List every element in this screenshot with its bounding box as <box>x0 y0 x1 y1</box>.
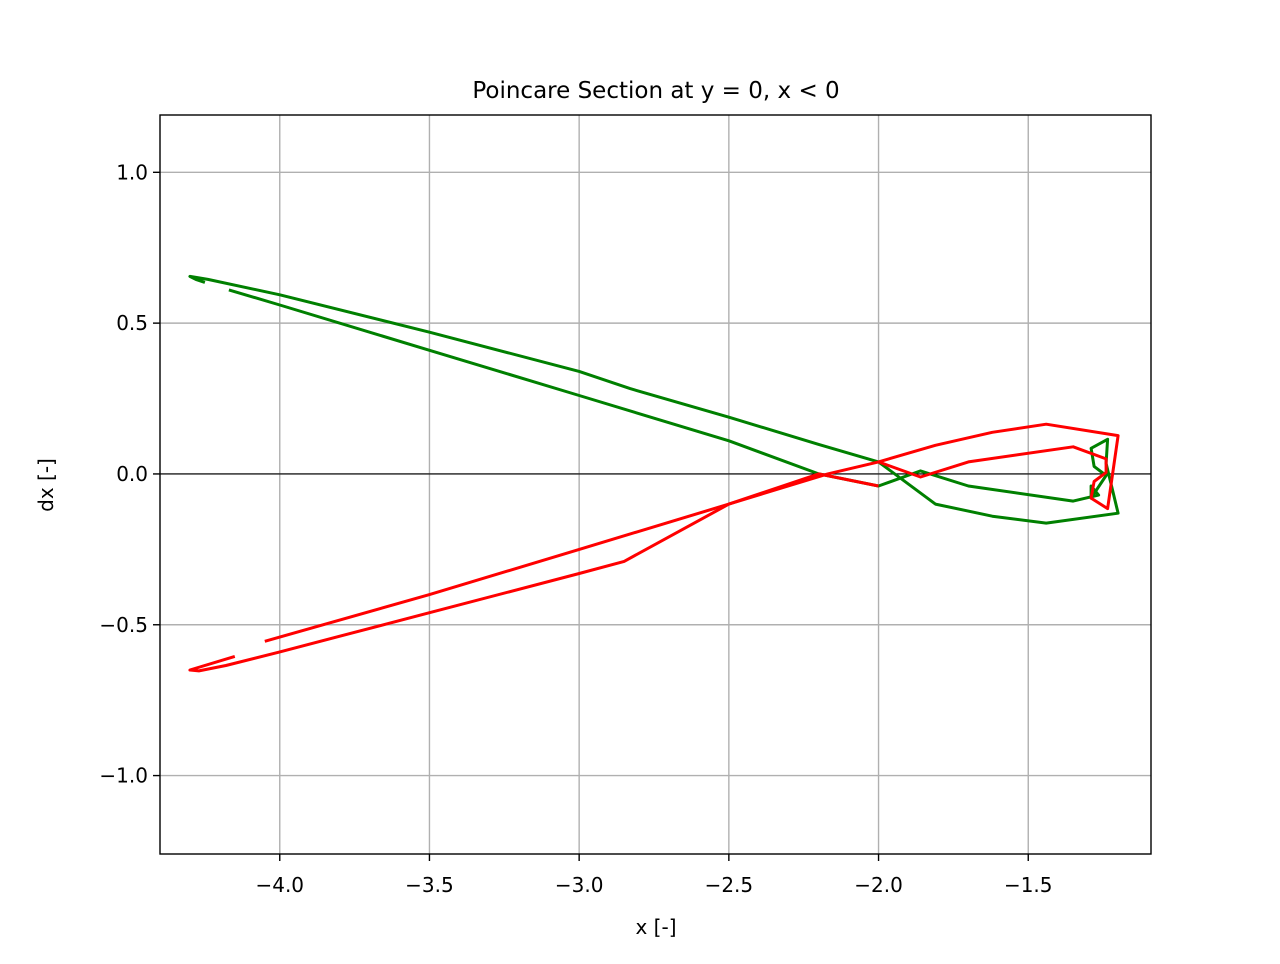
y-axis-ticks: 1.0 0.5 0.0 −0.5 −1.0 <box>99 160 160 788</box>
y-tick-label-2: 0.0 <box>116 462 148 486</box>
y-tick-label-1: 0.5 <box>116 311 148 335</box>
x-tick-label-5: −1.5 <box>1004 873 1053 897</box>
x-tick-label-2: −3.0 <box>555 873 604 897</box>
x-axis-label: x [-] <box>635 915 676 939</box>
y-axis-label: dx [-] <box>34 458 58 512</box>
plot-area <box>160 115 1151 854</box>
x-axis-ticks: −4.0 −3.5 −3.0 −2.5 −2.0 −1.5 <box>255 854 1053 897</box>
chart-title: Poincare Section at y = 0, x < 0 <box>472 78 839 104</box>
y-tick-label-0: 1.0 <box>116 160 148 184</box>
plot-frame <box>159 114 1152 855</box>
series-group <box>188 274 1120 673</box>
x-tick-label-4: −2.0 <box>854 873 903 897</box>
y-tick-label-3: −0.5 <box>99 613 148 637</box>
x-tick-label-1: −3.5 <box>405 873 454 897</box>
x-tick-label-0: −4.0 <box>255 873 304 897</box>
x-tick-label-3: −2.5 <box>705 873 754 897</box>
series-1-line-1 <box>188 472 879 673</box>
y-tick-label-4: −1.0 <box>99 764 148 788</box>
